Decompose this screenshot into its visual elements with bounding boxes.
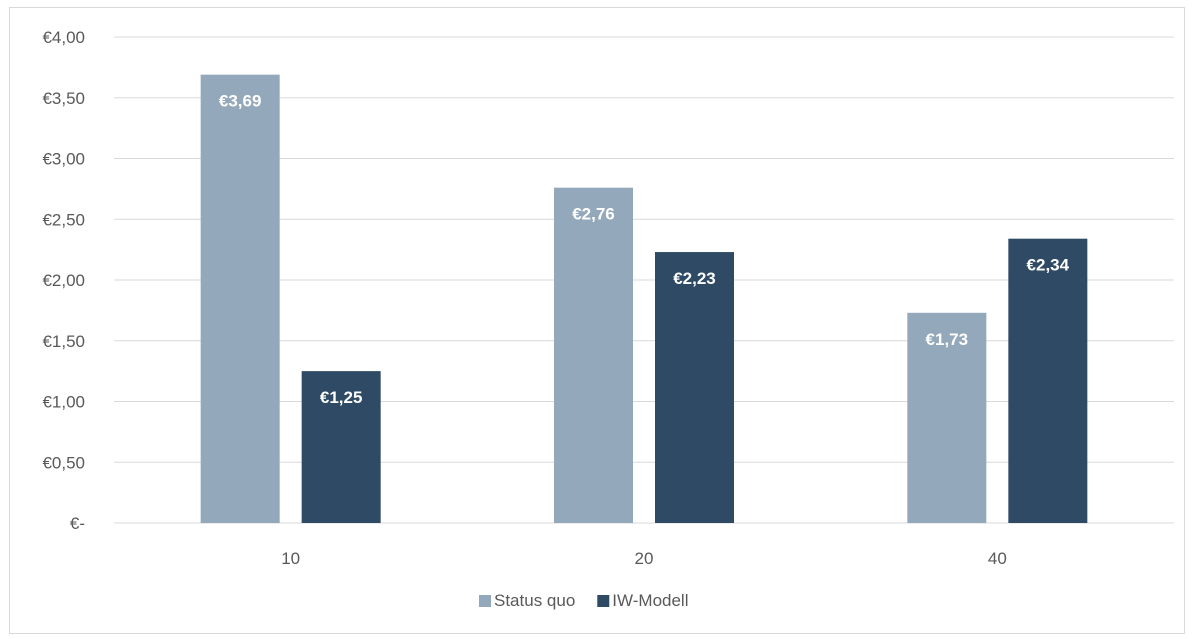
x-tick-label: 40	[988, 549, 1007, 568]
y-tick-label: €1,00	[42, 393, 85, 412]
legend-label: IW-Modell	[612, 591, 688, 610]
x-tick-label: 20	[635, 549, 654, 568]
y-tick-label: €1,50	[42, 332, 85, 351]
x-tick-label: 10	[281, 549, 300, 568]
data-label: €3,69	[219, 92, 262, 111]
y-tick-label: €2,00	[42, 271, 85, 290]
data-label: €1,25	[320, 388, 363, 407]
data-label: €2,76	[572, 205, 615, 224]
bar-iw-modell	[1008, 238, 1088, 523]
legend-swatch	[597, 595, 610, 607]
legend-swatch	[479, 595, 491, 607]
y-tick-label: €-	[70, 514, 85, 533]
bar-status-quo	[907, 312, 987, 523]
data-label: €2,23	[673, 269, 716, 288]
bar-status-quo	[200, 74, 280, 523]
data-label: €2,34	[1027, 256, 1070, 275]
bar-iw-modell	[301, 371, 381, 523]
y-tick-label: €3,00	[42, 150, 85, 169]
y-tick-label: €2,50	[42, 210, 85, 229]
data-label: €1,73	[926, 330, 969, 349]
bar-status-quo	[554, 187, 633, 523]
y-tick-label: €3,50	[42, 89, 85, 108]
y-tick-label: €4,00	[42, 28, 85, 47]
legend-label: Status quo	[494, 591, 575, 610]
bar-iw-modell	[655, 252, 734, 523]
y-tick-label: €0,50	[42, 453, 85, 472]
